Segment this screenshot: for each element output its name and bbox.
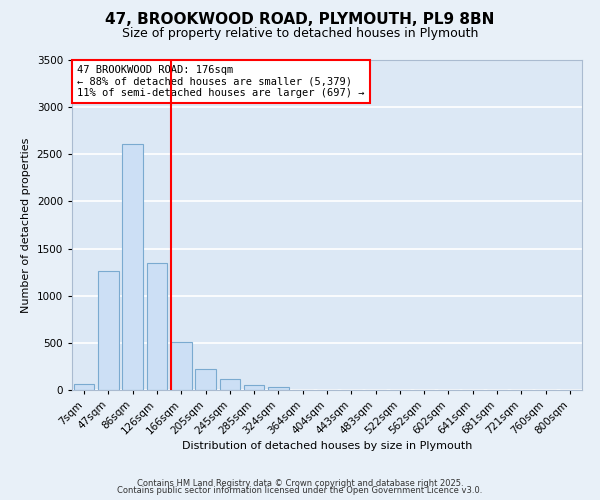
X-axis label: Distribution of detached houses by size in Plymouth: Distribution of detached houses by size … (182, 442, 472, 452)
Bar (171, 342, 191, 390)
Bar (244, 386, 265, 390)
Bar (122, 144, 143, 390)
Bar (146, 262, 167, 390)
Text: 47, BROOKWOOD ROAD, PLYMOUTH, PL9 8BN: 47, BROOKWOOD ROAD, PLYMOUTH, PL9 8BN (106, 12, 494, 28)
Text: Size of property relative to detached houses in Plymouth: Size of property relative to detached ho… (122, 28, 478, 40)
Bar (74, 384, 94, 390)
Bar (195, 370, 216, 390)
Text: Contains HM Land Registry data © Crown copyright and database right 2025.: Contains HM Land Registry data © Crown c… (137, 478, 463, 488)
Bar (220, 379, 240, 390)
Bar (268, 387, 289, 390)
Text: 47 BROOKWOOD ROAD: 176sqm
← 88% of detached houses are smaller (5,379)
11% of se: 47 BROOKWOOD ROAD: 176sqm ← 88% of detac… (77, 65, 365, 98)
Bar (98, 271, 119, 390)
Y-axis label: Number of detached properties: Number of detached properties (21, 138, 31, 312)
Text: Contains public sector information licensed under the Open Government Licence v3: Contains public sector information licen… (118, 486, 482, 495)
